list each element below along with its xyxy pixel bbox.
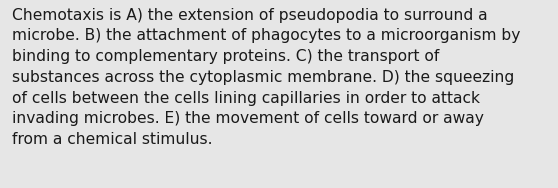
Text: Chemotaxis is A) the extension of pseudopodia to surround a
microbe. B) the atta: Chemotaxis is A) the extension of pseudo… (12, 8, 521, 147)
